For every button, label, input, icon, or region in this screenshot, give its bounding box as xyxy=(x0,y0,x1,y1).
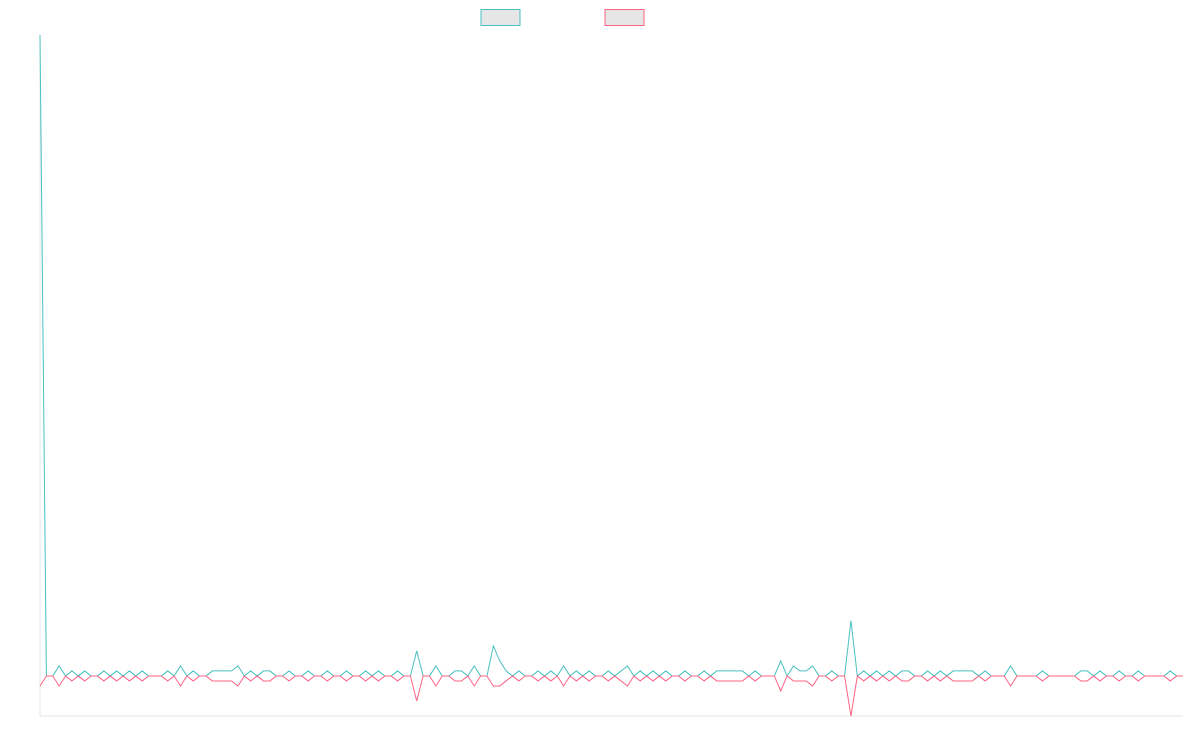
series-line xyxy=(39,675,1183,717)
legend-swatch xyxy=(480,9,521,26)
legend-swatch xyxy=(604,9,645,26)
series-line xyxy=(39,34,1183,678)
